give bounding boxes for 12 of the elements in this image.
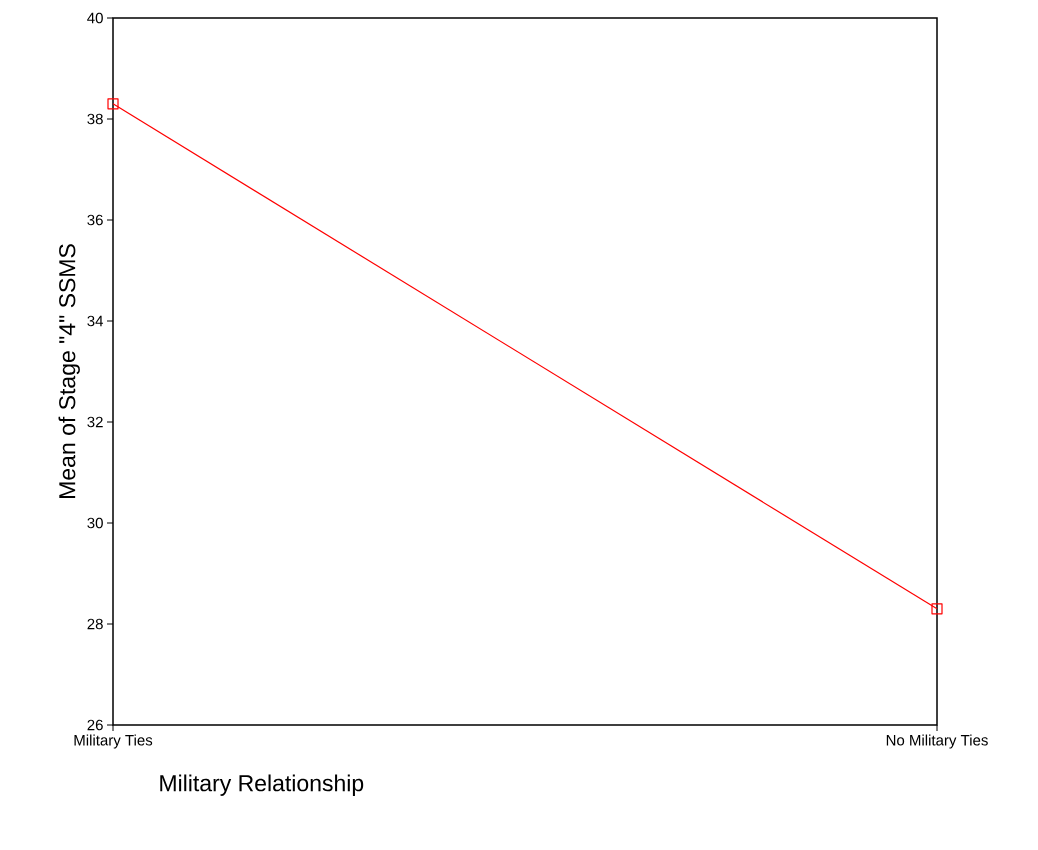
y-tick-label: 38: [87, 113, 103, 125]
y-tick-label: 28: [87, 618, 103, 630]
y-tick-label: 40: [87, 12, 103, 24]
y-tick-label: 36: [87, 214, 103, 226]
y-tick-label: 26: [87, 719, 103, 731]
x-tick-label: Military Ties: [74, 734, 153, 749]
y-tick-label: 34: [87, 315, 104, 327]
y-tick-label: 30: [87, 517, 103, 529]
x-axis-title: Military Relationship: [160, 774, 364, 796]
y-axis-title: Mean of Stage "4" SSMS: [58, 244, 80, 498]
x-tick-label: No Military Ties: [886, 734, 988, 749]
y-tick-label: 32: [87, 416, 103, 428]
